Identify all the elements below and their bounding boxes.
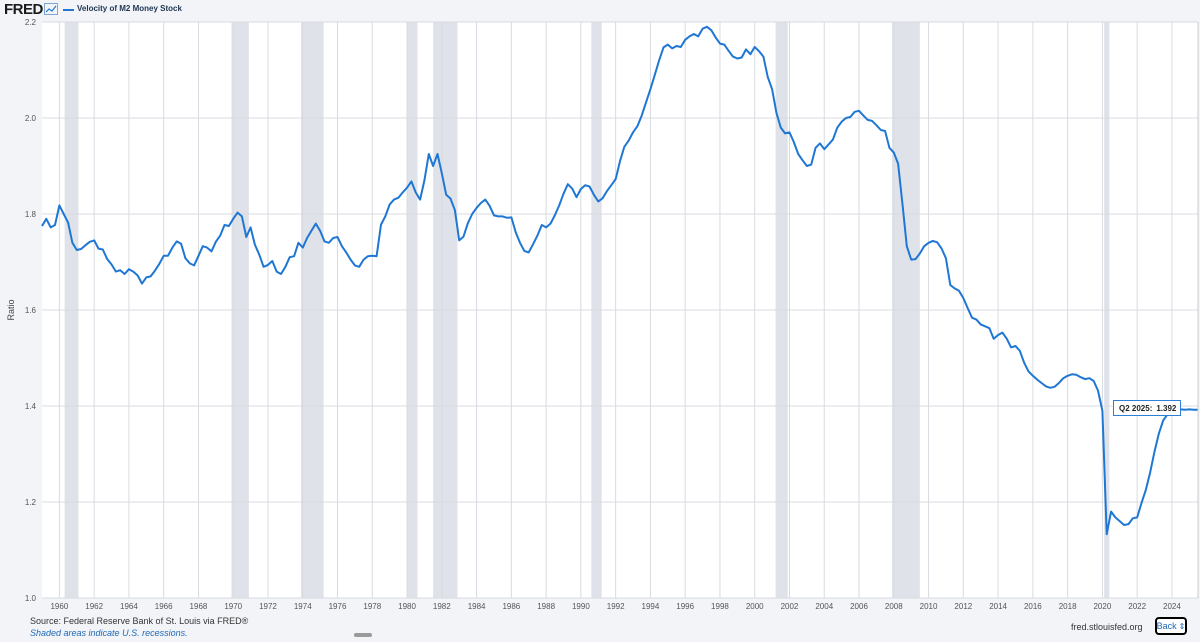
y-tick-label: 1.4 xyxy=(25,402,37,411)
x-tick-label: 1964 xyxy=(120,602,138,611)
x-tick-label: 1968 xyxy=(190,602,208,611)
x-tick-label: 1992 xyxy=(607,602,625,611)
x-tick-label: 2008 xyxy=(885,602,903,611)
x-tick-label: 2024 xyxy=(1163,602,1181,611)
y-tick-label: 1.8 xyxy=(25,210,37,219)
x-tick-label: 1974 xyxy=(294,602,312,611)
x-tick-label: 1982 xyxy=(433,602,451,611)
x-tick-label: 1962 xyxy=(85,602,103,611)
x-tick-label: 1984 xyxy=(468,602,486,611)
x-tick-label: 2012 xyxy=(954,602,972,611)
y-axis-label: Ratio xyxy=(6,299,16,320)
x-tick-label: 1990 xyxy=(572,602,590,611)
site-link[interactable]: fred.stlouisfed.org xyxy=(1071,622,1143,632)
y-tick-label: 1.6 xyxy=(25,306,37,315)
x-tick-label: 1978 xyxy=(363,602,381,611)
scroll-handle[interactable] xyxy=(354,633,372,637)
x-tick-label: 1988 xyxy=(537,602,555,611)
tooltip-label: Q2 2025: xyxy=(1119,403,1153,413)
fred-logo[interactable]: FRED xyxy=(4,1,43,18)
x-tick-label: 1972 xyxy=(259,602,277,611)
data-tooltip: Q2 2025: 1.392 xyxy=(1113,400,1181,416)
line-chart-icon xyxy=(44,3,58,15)
x-tick-label: 1966 xyxy=(155,602,173,611)
x-tick-label: 1986 xyxy=(502,602,520,611)
x-tick-label: 2014 xyxy=(989,602,1007,611)
x-tick-label: 2020 xyxy=(1093,602,1111,611)
x-axis-ticks: 1960 1962 1964 1966 1968 1970 1972 1974 1976 1978… xyxy=(50,602,1181,611)
x-tick-label: 1980 xyxy=(398,602,416,611)
x-tick-label: 1996 xyxy=(676,602,694,611)
x-tick-label: 2000 xyxy=(746,602,764,611)
recession-note: Shaded areas indicate U.S. recessions. xyxy=(30,628,188,638)
x-tick-label: 2018 xyxy=(1059,602,1077,611)
x-tick-label: 2010 xyxy=(920,602,938,611)
x-tick-label: 1960 xyxy=(50,602,68,611)
x-tick-label: 1994 xyxy=(642,602,660,611)
y-tick-label: 1.2 xyxy=(25,498,37,507)
x-tick-label: 2006 xyxy=(850,602,868,611)
x-tick-label: 2022 xyxy=(1128,602,1146,611)
legend-label: Velocity of M2 Money Stock xyxy=(77,4,182,13)
y-axis-ticks: 1.0 1.2 1.4 1.6 1.8 2.0 2.2 xyxy=(25,18,37,603)
legend-swatch xyxy=(63,9,74,11)
x-tick-label: 2004 xyxy=(815,602,833,611)
expand-arrows-icon: ⇕ xyxy=(1178,621,1186,631)
tooltip-value: 1.392 xyxy=(1156,403,1177,413)
back-button-label: Back xyxy=(1156,621,1177,631)
chart-header: FRED Velocity of M2 Money Stock xyxy=(0,0,1200,20)
grid-lines xyxy=(42,21,1198,599)
x-tick-label: 2016 xyxy=(1024,602,1042,611)
x-tick-label: 2002 xyxy=(781,602,799,611)
x-tick-label: 1998 xyxy=(711,602,729,611)
y-tick-label: 2.2 xyxy=(25,18,37,27)
y-tick-label: 1.0 xyxy=(25,594,37,603)
series-line-velocity-m2 xyxy=(41,25,1198,536)
x-tick-label: 1976 xyxy=(329,602,347,611)
back-button[interactable]: Back ⇕ xyxy=(1155,617,1187,635)
y-tick-label: 2.0 xyxy=(25,114,37,123)
source-note: Source: Federal Reserve Bank of St. Loui… xyxy=(30,616,249,626)
x-tick-label: 1970 xyxy=(224,602,242,611)
